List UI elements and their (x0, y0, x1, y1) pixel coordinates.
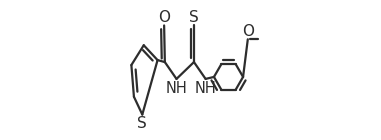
Text: NH: NH (166, 81, 188, 96)
Text: S: S (138, 116, 147, 131)
Text: O: O (158, 10, 170, 25)
Text: O: O (242, 24, 255, 39)
Text: NH: NH (195, 81, 217, 96)
Text: S: S (189, 10, 199, 25)
